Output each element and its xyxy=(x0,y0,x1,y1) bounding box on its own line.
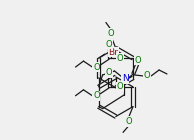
Text: O: O xyxy=(117,54,123,63)
Text: N: N xyxy=(122,74,129,83)
Text: Br: Br xyxy=(109,48,119,57)
Text: O: O xyxy=(135,56,142,65)
Text: O: O xyxy=(106,68,113,77)
Text: O: O xyxy=(117,82,123,91)
Text: O: O xyxy=(93,63,100,72)
Text: O: O xyxy=(107,29,114,38)
Text: O: O xyxy=(126,117,132,126)
Text: O: O xyxy=(93,91,100,100)
Text: O: O xyxy=(106,40,113,49)
Text: O: O xyxy=(144,71,151,80)
